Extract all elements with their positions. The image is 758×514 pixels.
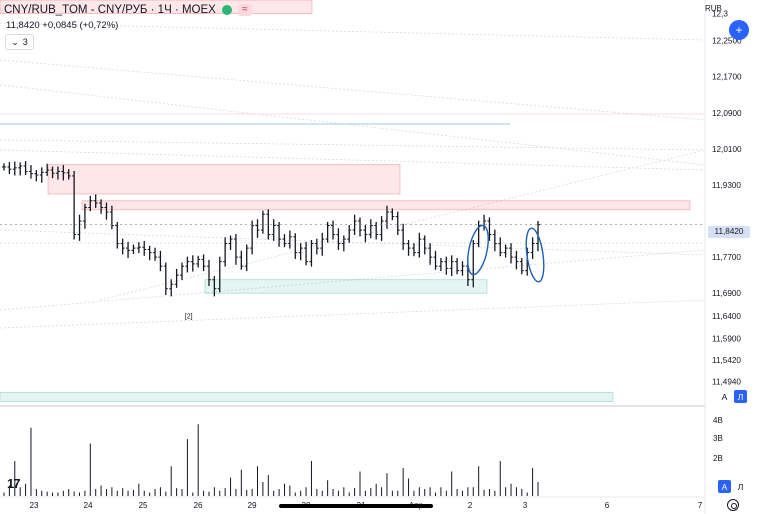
indicator-collapse-button[interactable]: ⌄ 3 <box>5 34 34 50</box>
gear-icon[interactable] <box>727 499 739 511</box>
chevron-down-icon: ⌄ <box>11 36 19 47</box>
demand-zone <box>204 279 488 294</box>
market-status-icon <box>221 5 232 15</box>
volume-tick-label: 3B <box>713 434 723 443</box>
trend-line <box>0 229 706 256</box>
price-tick-label: 11,4940 <box>712 378 741 387</box>
price-tick-label: 11,6900 <box>712 289 741 298</box>
tradingview-logo[interactable]: 17 <box>7 476 21 491</box>
time-tick-label: 2 <box>468 501 473 510</box>
time-tick-label: 23 <box>29 501 39 510</box>
time-tick-label: 25 <box>138 501 148 510</box>
price-tick-label: 12,0100 <box>712 145 742 154</box>
trend-line <box>0 59 706 121</box>
trend-line <box>0 22 706 41</box>
time-tick-label: 3 <box>523 501 528 510</box>
trend-line <box>0 139 706 151</box>
currency-label[interactable]: RUB <box>705 4 722 13</box>
demand-zone <box>0 392 614 402</box>
price-tick-label: 11,5900 <box>712 334 741 343</box>
trend-line <box>0 299 706 329</box>
price-tick-label: 11,6400 <box>712 312 741 321</box>
supply-zone <box>81 200 691 211</box>
time-scroll-handle[interactable] <box>279 504 433 508</box>
trend-line <box>0 249 706 311</box>
highlight-ellipse <box>467 224 489 276</box>
price-tick-label: 12,3 <box>712 10 728 19</box>
log-scale-button[interactable]: Л <box>734 390 747 403</box>
highlight-ellipse <box>525 227 545 283</box>
auto-scale-button[interactable]: A <box>721 391 728 402</box>
wave-icon: ≈ <box>237 4 252 16</box>
volume-auto-button[interactable]: A <box>718 480 731 493</box>
symbol-title[interactable]: CNY/RUB_TOM - CNY/РУБ · 1Ч · MOEX <box>4 4 216 16</box>
time-tick-label: 24 <box>83 501 93 510</box>
price-tick-label: 11,7700 <box>712 253 741 262</box>
time-tick-label: 29 <box>247 501 257 510</box>
price-tick-label: 12,0900 <box>712 109 742 118</box>
price-tick-label: 11,5420 <box>712 356 741 365</box>
low-marker-label: [2] <box>185 314 193 321</box>
price-tick-label: 12,1700 <box>712 73 742 82</box>
volume-tick-label: 2B <box>713 454 723 463</box>
time-tick-label: 26 <box>193 501 203 510</box>
last-price-badge: 11,8420 <box>708 226 750 238</box>
indicator-count: 3 <box>22 37 28 47</box>
crosshair-add-icon[interactable]: + <box>729 20 749 40</box>
supply-zone <box>0 0 313 14</box>
symbol-row[interactable]: CNY/RUB_TOM - CNY/РУБ · 1Ч · MOEX ≈ <box>4 4 252 16</box>
time-tick-label: 7 <box>698 501 703 510</box>
price-tick-label: 12,2500 <box>712 37 742 46</box>
time-tick-label: 6 <box>605 501 610 510</box>
volume-log-button[interactable]: Л <box>737 481 744 492</box>
trend-line <box>0 149 706 171</box>
price-tick-label: 11,9300 <box>712 181 741 190</box>
volume-tick-label: 4B <box>713 416 723 425</box>
supply-zone <box>47 164 401 195</box>
